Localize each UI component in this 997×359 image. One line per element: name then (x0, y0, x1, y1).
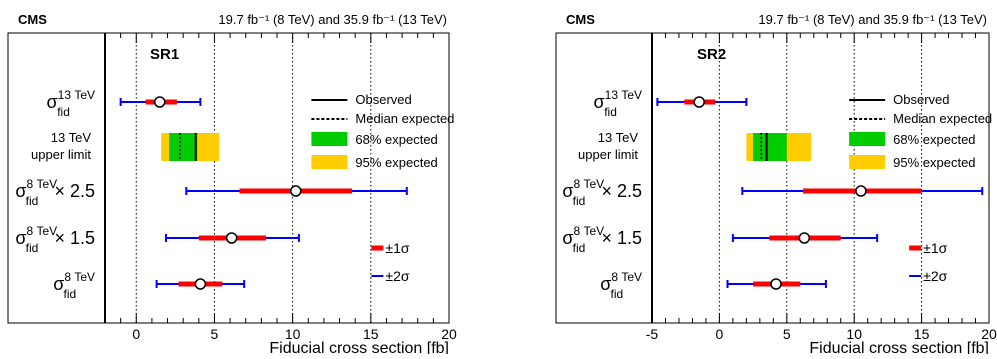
label-subscript: fid (573, 241, 586, 255)
plot-frame (555, 32, 990, 324)
row-label-line1: 13 TeV (598, 130, 639, 145)
sigma-symbol: σ (600, 274, 611, 294)
row-label: σ8 TeV fid (53, 270, 95, 301)
central-value-marker (290, 185, 302, 197)
label-subscript: fid (57, 105, 70, 119)
legend-68-label: 68% expected (355, 132, 437, 147)
legend-median-label: Median expected (893, 111, 992, 126)
legend-observed-label: Observed (893, 92, 949, 107)
x-tick-label: 15 (914, 326, 930, 342)
x-tick-label: 10 (846, 326, 862, 342)
label-superscript: 8 TeV (573, 224, 604, 238)
central-value-marker (855, 185, 867, 197)
label-subscript: fid (611, 287, 624, 301)
plot-frame (7, 32, 450, 324)
central-value-marker (770, 278, 782, 290)
label-superscript: 8 TeV (573, 177, 604, 191)
panel-sr2: CMS 19.7 fb⁻¹ (8 TeV) and 35.9 fb⁻¹ (13 T… (555, 12, 997, 357)
x-axis-title: Fiducial cross section [fb] (809, 340, 989, 354)
row-label-line2: upper limit (578, 147, 638, 162)
row-label: σ8 TeV fid × 1.5 (15, 224, 95, 255)
legend-95-swatch (311, 155, 348, 169)
central-value-marker (693, 96, 705, 108)
legend-sigma1-label: ±1σ (385, 240, 409, 256)
x-tick-label: 20 (981, 326, 997, 342)
x-axis-title: Fiducial cross section [fb] (269, 340, 449, 354)
legend-68-swatch (311, 132, 348, 146)
sigma-symbol: σ (15, 181, 26, 201)
x-tick-label: 0 (716, 326, 724, 342)
x-tick-label: 15 (363, 326, 379, 342)
lumi-label: 19.7 fb⁻¹ (8 TeV) and 35.9 fb⁻¹ (13 TeV) (218, 12, 447, 27)
lumi-label: 19.7 fb⁻¹ (8 TeV) and 35.9 fb⁻¹ (13 TeV) (758, 12, 987, 27)
sigma-symbol: σ (562, 181, 573, 201)
label-suffix: × 2.5 (601, 181, 642, 201)
central-value-marker (194, 278, 207, 290)
legend-95-label: 95% expected (355, 155, 437, 170)
sigma-symbol: σ (53, 274, 64, 294)
x-tick-label: 5 (783, 326, 791, 342)
row-label: σ13 TeV fid (47, 88, 95, 119)
row-label: σ8 TeV fid × 2.5 (15, 177, 95, 208)
label-subscript: fid (64, 287, 77, 301)
label-suffix: × 1.5 (54, 228, 95, 248)
label-superscript: 8 TeV (26, 177, 57, 191)
sigma-symbol: σ (47, 92, 58, 112)
sigma-symbol: σ (15, 228, 26, 248)
panel-sr1: CMS 19.7 fb⁻¹ (8 TeV) and 35.9 fb⁻¹ (13 T… (7, 12, 457, 357)
label-subscript: fid (26, 194, 39, 208)
label-subscript: fid (573, 194, 586, 208)
legend-68-label: 68% expected (893, 132, 975, 147)
x-tick-label: 0 (132, 326, 140, 342)
label-subscript: fid (26, 241, 39, 255)
central-value-marker (798, 232, 811, 244)
legend-sigma1-label: ±1σ (923, 240, 947, 256)
row-label: σ8 TeV fid (600, 270, 642, 301)
region-label: SR1 (150, 46, 179, 63)
x-tick-label: 10 (285, 326, 301, 342)
cms-label: CMS (18, 12, 47, 27)
label-subscript: fid (604, 105, 617, 119)
sigma-symbol: σ (594, 92, 605, 112)
label-suffix: × 2.5 (54, 181, 95, 201)
label-superscript: 8 TeV (611, 270, 642, 284)
x-tick-label: 20 (441, 326, 457, 342)
row-label: σ8 TeV fid × 1.5 (562, 224, 642, 255)
row-label-line2: upper limit (31, 147, 91, 162)
legend-68-swatch (849, 132, 886, 146)
central-value-marker (225, 232, 238, 244)
sigma-symbol: σ (562, 228, 573, 248)
legend-median-label: Median expected (355, 111, 454, 126)
region-label: SR2 (697, 46, 726, 63)
row-label-line1: 13 TeV (51, 130, 92, 145)
label-superscript: 13 TeV (605, 88, 642, 102)
label-superscript: 13 TeV (58, 88, 95, 102)
legend-95-label: 95% expected (893, 155, 975, 170)
band-68 (169, 133, 198, 161)
legend-95-swatch (849, 155, 886, 169)
cms-label: CMS (566, 12, 595, 27)
legend-sigma2-label: ±2σ (923, 268, 947, 284)
row-label: σ13 TeV fid (594, 88, 642, 119)
x-tick-label: -5 (646, 326, 659, 342)
row-label: σ8 TeV fid × 2.5 (562, 177, 642, 208)
legend-sigma2-label: ±2σ (385, 268, 409, 284)
label-superscript: 8 TeV (64, 270, 95, 284)
central-value-marker (153, 96, 166, 108)
label-superscript: 8 TeV (26, 224, 57, 238)
label-suffix: × 1.5 (601, 228, 642, 248)
legend-observed-label: Observed (355, 92, 411, 107)
x-tick-label: 5 (211, 326, 219, 342)
band-68 (753, 133, 787, 161)
